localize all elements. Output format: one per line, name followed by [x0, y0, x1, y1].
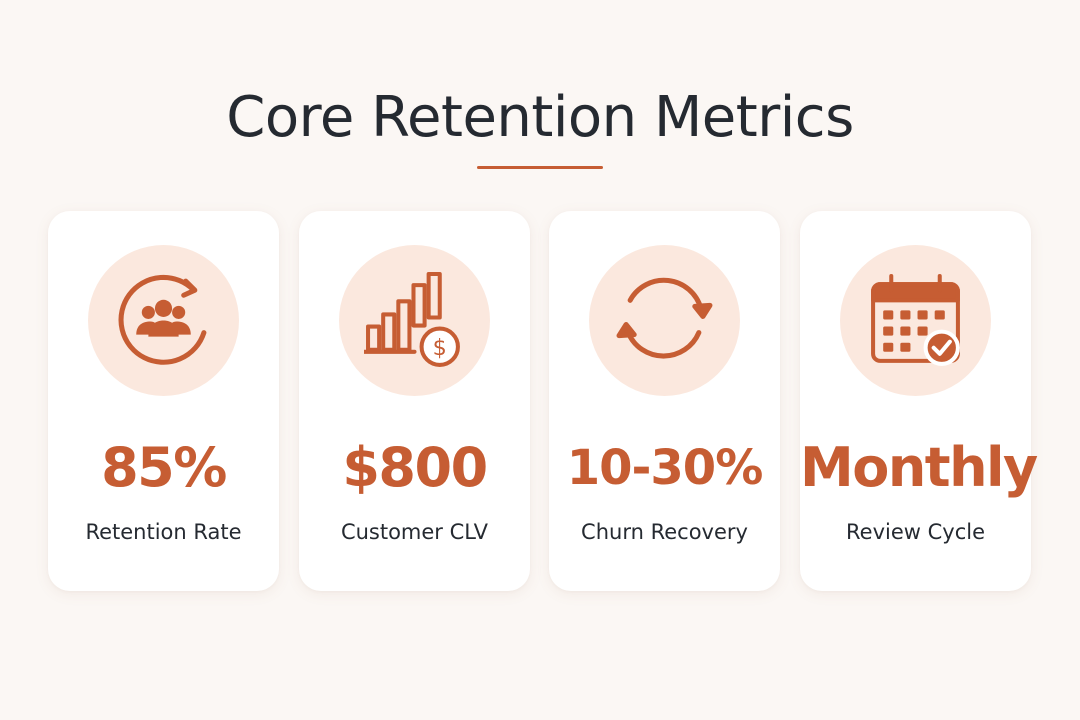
metric-label: Customer CLV	[340, 520, 489, 544]
metric-value: Monthly	[800, 436, 1038, 499]
icon-badge: $	[339, 245, 490, 396]
metric-cards: 85% Retention Rate $ $800 Customer CLV	[48, 211, 1038, 591]
metric-card-retention-rate: 85% Retention Rate	[48, 211, 279, 591]
metric-card-review-cycle: Monthly Review Cycle	[800, 211, 1038, 591]
metric-value: $800	[342, 436, 488, 499]
metric-label: Review Cycle	[846, 520, 985, 544]
title-underline	[477, 166, 603, 169]
metric-label: Retention Rate	[85, 520, 242, 544]
metric-card-customer-clv: $ $800 Customer CLV	[299, 211, 530, 591]
metric-card-churn-recovery: 10-30% Churn Recovery	[549, 211, 780, 591]
icon-badge	[88, 245, 239, 396]
page-title: Core Retention Metrics	[226, 85, 854, 150]
metric-label: Churn Recovery	[581, 520, 748, 544]
metric-value: 10-30%	[566, 440, 764, 496]
icon-badge	[589, 245, 740, 396]
bar-chart-dollar-icon: $	[364, 272, 460, 367]
calendar-check-icon	[871, 274, 960, 366]
svg-text:$: $	[433, 335, 447, 361]
refresh-cycle-icon	[616, 277, 713, 359]
users-cycle-icon	[118, 274, 207, 365]
icon-badge	[840, 245, 991, 396]
metric-value: 85%	[101, 436, 227, 499]
